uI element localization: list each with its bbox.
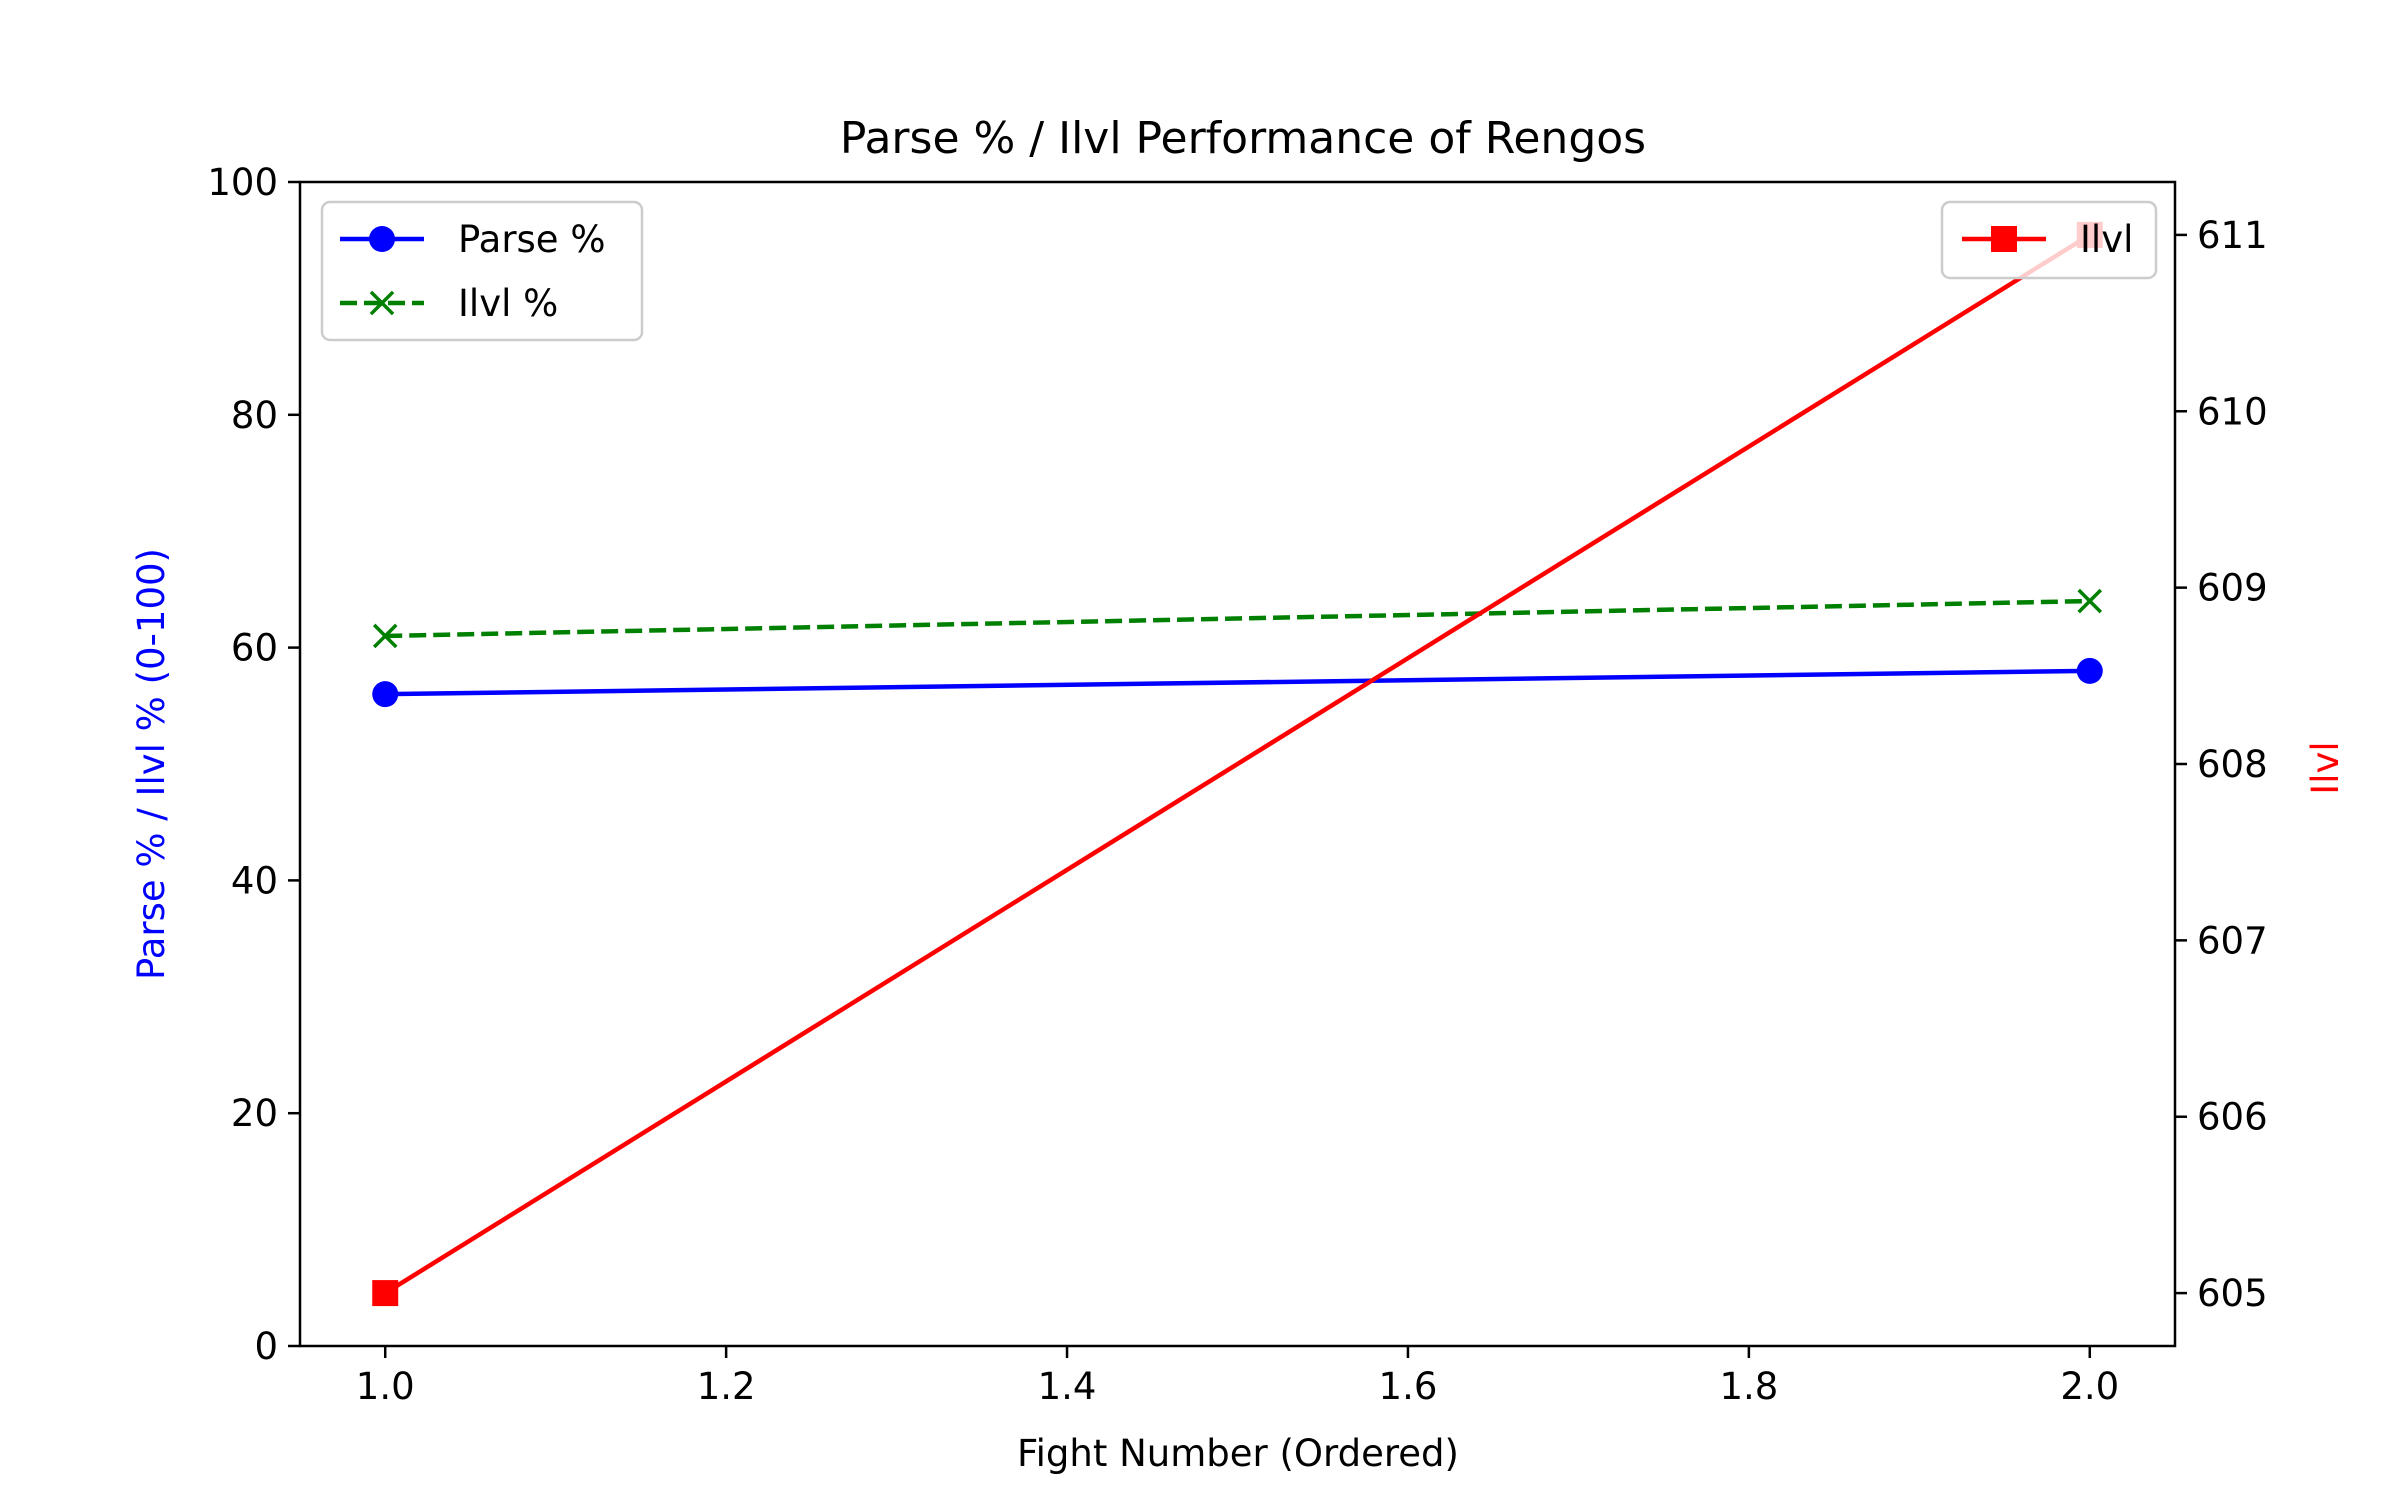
series-1-line (385, 598, 2090, 639)
legend-right-box (1940, 200, 2158, 280)
y-left-tick-label-4: 80 (231, 394, 278, 437)
y-right-tick-label-6: 611 (2197, 214, 2268, 257)
legend-left-box (320, 200, 644, 342)
series-0-line (385, 668, 2090, 697)
legend-left: Parse % Ilvl % (320, 200, 644, 342)
series-1-point-0 (372, 623, 398, 649)
x-tick-label-0: 1.0 (356, 1365, 415, 1408)
y-left-tick-label-1: 20 (231, 1092, 278, 1135)
series-2-line (384, 232, 2091, 1296)
y-right-tick-label-3: 608 (2197, 743, 2268, 786)
y-right-tick-label-1: 606 (2197, 1096, 2268, 1139)
legend-item-2-marker (1991, 226, 2017, 252)
y-axis-right: 605 606 607 608 609 610 611 (2175, 214, 2268, 1315)
legend-item-0: Parse % (340, 218, 606, 261)
x-axis: 1.0 1.2 1.4 1.6 1.8 2.0 (356, 1346, 2119, 1408)
series-1-point-0-stroke-b (372, 623, 398, 649)
legend-right: Ilvl (1940, 200, 2158, 280)
x-tick-label-1: 1.2 (697, 1365, 756, 1408)
y-right-tick-label-0: 605 (2197, 1272, 2268, 1315)
y-axis-left-title: Parse % / Ilvl % (0-100) (130, 548, 173, 980)
series-0 (372, 657, 2103, 708)
series-2-point-0 (372, 1280, 399, 1307)
y-left-tick-label-5: 100 (207, 161, 278, 204)
legend-item-1-marker (369, 290, 395, 316)
chart-title: Parse % / Ilvl Performance of Rengos (840, 113, 1646, 164)
x-tick-label-2: 1.4 (1038, 1365, 1097, 1408)
x-axis-title: Fight Number (Ordered) (1017, 1432, 1459, 1475)
series-0-point-1 (2076, 657, 2103, 684)
legend-item-0-marker (369, 226, 395, 252)
legend-item-0-label: Parse % (458, 218, 606, 261)
y-axis-left: 0 20 40 60 80 100 (207, 161, 300, 1368)
legend-item-2: Ilvl (1962, 218, 2133, 261)
y-right-tick-label-2: 607 (2197, 919, 2268, 962)
legend-item-1-label: Ilvl % (458, 282, 558, 325)
legend-item-1-marker-stroke-b (369, 290, 395, 316)
y-right-tick-label-5: 610 (2197, 390, 2268, 433)
y-left-tick-label-0: 0 (254, 1325, 278, 1368)
legend-item-1: Ilvl % (340, 282, 558, 325)
legend-item-2-label: Ilvl (2080, 218, 2133, 261)
series-1-point-1-stroke-b (2077, 588, 2103, 614)
series-1 (372, 588, 2103, 649)
y-left-tick-label-3: 60 (231, 627, 278, 670)
plot-marks (372, 221, 2103, 1307)
x-tick-label-5: 2.0 (2060, 1365, 2119, 1408)
y-axis-right-title: Ilvl (2304, 741, 2347, 794)
x-tick-label-3: 1.6 (1379, 1365, 1438, 1408)
series-0-point-0 (372, 681, 399, 708)
y-left-tick-label-2: 40 (231, 859, 278, 902)
y-right-tick-label-4: 609 (2197, 567, 2268, 610)
x-tick-label-4: 1.8 (1719, 1365, 1778, 1408)
series-1-point-1 (2077, 588, 2103, 614)
